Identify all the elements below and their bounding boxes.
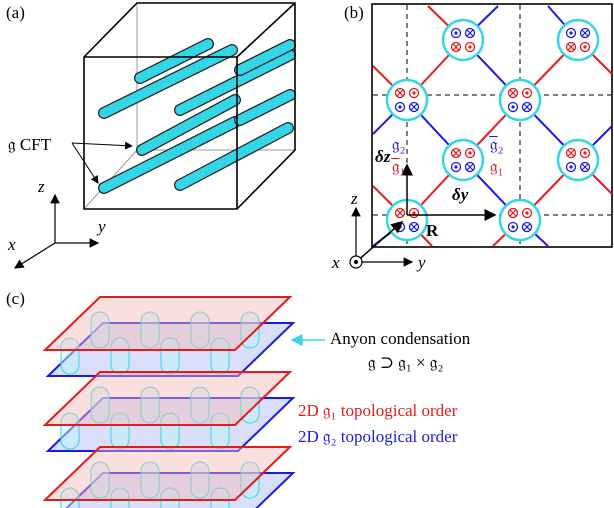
symbol-dot (454, 165, 457, 168)
order-1: 2D 𝔤₁ topological order (298, 401, 458, 420)
delta-z: δz (375, 147, 391, 166)
label-g1: 𝔤₁ (490, 157, 504, 176)
vector-r: R (426, 221, 439, 240)
axis-label: z (37, 177, 45, 196)
axis-label: y (96, 217, 106, 236)
node (443, 140, 483, 180)
axis-label: y (416, 253, 426, 272)
delta-y: δy (452, 185, 469, 204)
symbol-dot (583, 45, 586, 48)
node (500, 200, 540, 240)
figure: (a) 𝔤 CFT z y x (b) 𝔤₂ 𝔤̅₁ 𝔤̅₂ 𝔤₁ δz δy … (0, 0, 614, 508)
arrow (356, 222, 402, 262)
axis-label: x (331, 253, 340, 272)
symbol-dot (569, 165, 572, 168)
symbol-dot (468, 151, 471, 154)
node (558, 20, 598, 60)
symbol-dot (454, 31, 457, 34)
symbol-dot (398, 105, 401, 108)
axis-out-dot (354, 260, 358, 264)
condensation-formula: 𝔤 ⊃ 𝔤₁ × 𝔤₂ (368, 353, 443, 372)
symbol-dot (569, 31, 572, 34)
cft-label: 𝔤 CFT (8, 135, 52, 154)
axis-label: z (350, 189, 358, 208)
symbol-dot (412, 91, 415, 94)
symbol-dot (511, 105, 514, 108)
panel-label: (a) (6, 3, 25, 22)
label-g2bar: 𝔤̅₂ (489, 135, 504, 154)
symbol-dot (525, 211, 528, 214)
symbol-dot (525, 91, 528, 94)
axis (15, 243, 55, 268)
node (443, 20, 483, 60)
panel-label: (b) (344, 3, 364, 22)
symbol-dot (398, 225, 401, 228)
node (558, 140, 598, 180)
label-g2: 𝔤₂ (392, 135, 406, 154)
condensation-label: Anyon condensation (330, 329, 471, 348)
panel-label: (c) (6, 289, 25, 308)
node (500, 80, 540, 120)
symbol-dot (583, 151, 586, 154)
symbol-dot (412, 211, 415, 214)
symbol-dot (468, 45, 471, 48)
arrow (72, 143, 98, 183)
symbol-dot (511, 225, 514, 228)
rod (240, 95, 290, 120)
node (387, 80, 427, 120)
axis-label: x (7, 235, 16, 254)
order-2: 2D 𝔤₂ topological order (298, 427, 458, 446)
arrow (72, 143, 132, 146)
label-g1bar: 𝔤̅₁ (391, 157, 406, 176)
